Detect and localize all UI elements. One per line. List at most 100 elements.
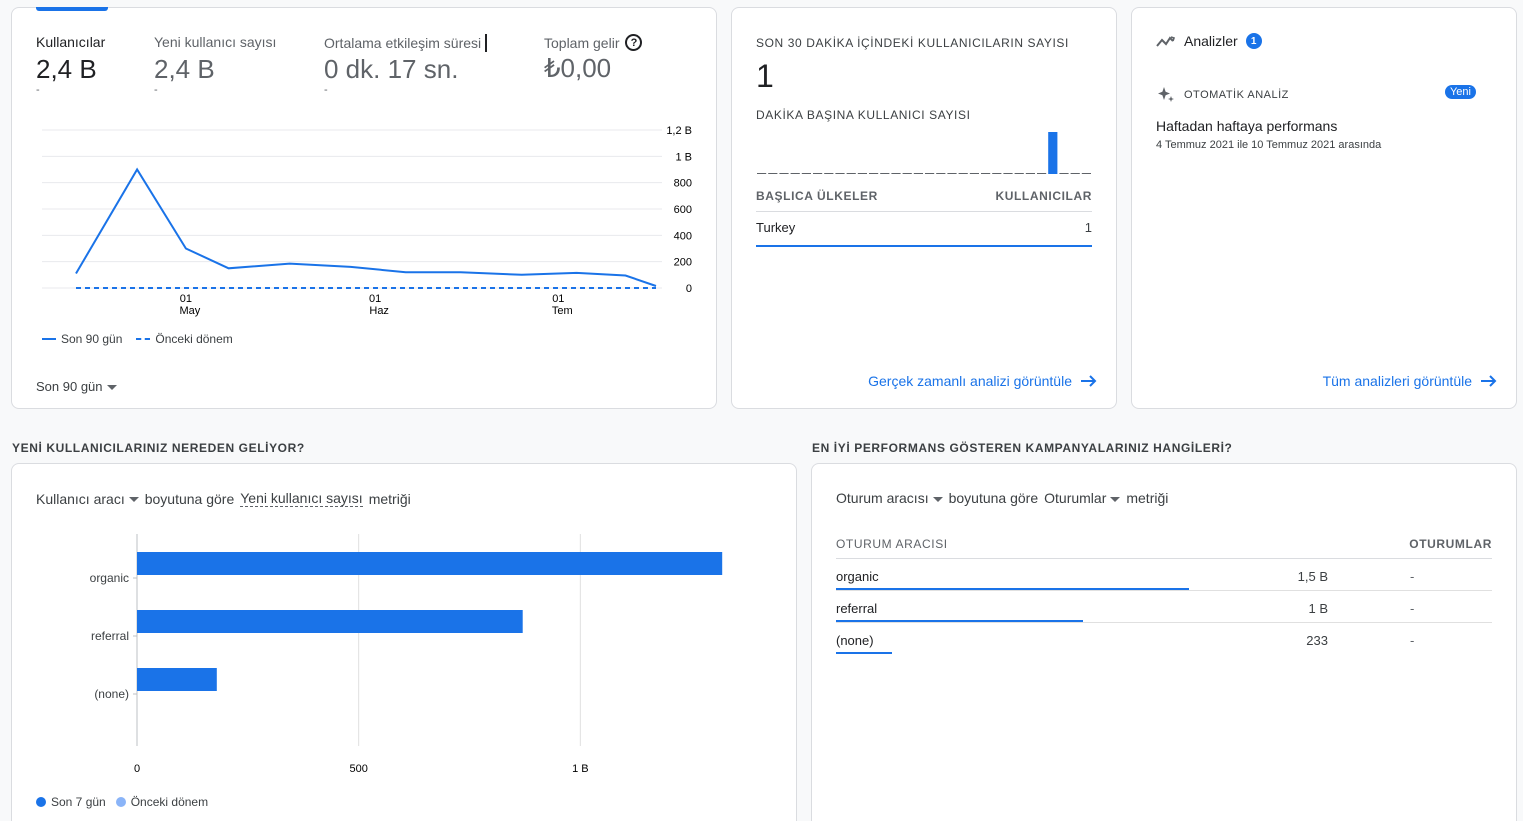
x-tick-label: 1 B	[572, 763, 589, 775]
realtime-card: SON 30 DAKİKA İÇİNDEKİ KULLANICILARIN SA…	[731, 7, 1117, 409]
metric-users[interactable]: Kullanıcılar 2,4 B -	[36, 34, 146, 96]
table-row[interactable]: organic 1,5 B -	[836, 559, 1492, 591]
minute-bar[interactable]	[992, 173, 1002, 174]
x-tick-month: Tem	[552, 305, 573, 317]
all-insights-link[interactable]: Tüm analizleri görüntüle	[1323, 373, 1498, 389]
legend-current: Son 7 gün	[36, 795, 106, 809]
minute-bar[interactable]	[925, 173, 935, 174]
insights-header: Analizler 1	[1156, 33, 1262, 49]
minute-bar[interactable]	[1070, 173, 1080, 174]
countries-header-divider	[756, 211, 1092, 212]
minute-bar[interactable]	[801, 173, 811, 174]
date-range-dropdown[interactable]: Son 90 gün	[36, 379, 117, 394]
minute-bar[interactable]	[779, 173, 789, 174]
minute-bar[interactable]	[891, 173, 901, 174]
chart-legend: Son 90 gün Önceki dönem	[42, 332, 233, 346]
metric-dropdown[interactable]: Oturumlar	[1044, 490, 1121, 506]
legend-dot-icon	[36, 797, 46, 807]
minute-bar[interactable]	[902, 173, 912, 174]
row-divider	[836, 622, 1492, 623]
table-row[interactable]: (none) 233 -	[836, 623, 1492, 655]
dimension-dropdown[interactable]: Kullanıcı aracı	[36, 491, 139, 507]
row-share-bar	[836, 620, 1083, 622]
campaigns-table: organic 1,5 B - referral 1 B - (none) 233 -	[836, 559, 1492, 659]
realtime-link[interactable]: Gerçek zamanlı analizi görüntüle	[868, 373, 1098, 389]
row-source: (none)	[836, 633, 874, 648]
new-users-card: Kullanıcı aracı boyutuna göre Yeni kulla…	[11, 463, 797, 821]
minute-bar[interactable]	[880, 173, 890, 174]
bar[interactable]	[137, 668, 217, 691]
minute-bar[interactable]	[1014, 173, 1024, 174]
realtime-value: 1	[756, 58, 774, 94]
insights-title: Analizler	[1184, 33, 1238, 49]
minute-bar[interactable]	[913, 173, 923, 174]
minute-bar[interactable]	[846, 173, 856, 174]
chevron-down-icon	[1110, 496, 1121, 502]
minute-bar[interactable]	[869, 173, 879, 174]
col-sessions: OTURUMLAR	[1409, 537, 1492, 551]
metric-value: 2,4 B	[154, 54, 215, 84]
y-tick-label: 800	[674, 178, 692, 190]
bar[interactable]	[137, 552, 723, 575]
metric-value: ₺0,00	[544, 53, 612, 83]
legend-previous: Önceki dönem	[115, 795, 208, 809]
minute-bar[interactable]	[936, 173, 946, 174]
insights-count-badge: 1	[1245, 33, 1262, 49]
minute-bar[interactable]	[1003, 173, 1013, 174]
campaigns-section-title: EN İYİ PERFORMANS GÖSTEREN KAMPANYALARIN…	[812, 441, 1233, 455]
minute-bar[interactable]	[768, 173, 778, 174]
minute-bar[interactable]	[857, 173, 867, 174]
metric-label: Toplam gelir	[544, 34, 620, 51]
minute-bar[interactable]	[1025, 173, 1035, 174]
metric-engagement[interactable]: Ortalama etkileşim süresi 0 dk. 17 sn. -	[324, 34, 524, 96]
metric-new-users[interactable]: Yeni kullanıcı sayısı 2,4 B -	[154, 34, 314, 96]
minute-bar[interactable]	[757, 173, 767, 174]
x-tick-day: 01	[369, 293, 381, 305]
minute-bar[interactable]	[824, 173, 834, 174]
metric-sub: -	[324, 84, 328, 96]
metric-label: Kullanıcılar	[36, 34, 106, 50]
new-users-selector: Kullanıcı aracı boyutuna göre Yeni kulla…	[36, 490, 411, 507]
dimension-label: Kullanıcı aracı	[36, 490, 125, 507]
x-tick-month: Haz	[369, 305, 389, 317]
metric-revenue[interactable]: Toplam gelir ? ₺0,00	[544, 34, 684, 84]
new-users-section-title: YENİ KULLANICILARINIZ NEREDEN GELİYOR?	[12, 441, 305, 455]
minute-bar[interactable]	[1048, 132, 1058, 174]
minute-bar[interactable]	[969, 173, 979, 174]
minute-bar[interactable]	[1081, 173, 1091, 174]
metric-suffix: metriği	[1126, 490, 1169, 506]
minute-bar[interactable]	[835, 173, 845, 174]
bar-chart-legend: Son 7 gün Önceki dönem	[36, 795, 208, 809]
minute-bar[interactable]	[1037, 173, 1047, 174]
minute-bar[interactable]	[813, 173, 823, 174]
country-row[interactable]: Turkey 1	[756, 218, 1092, 247]
minute-bar[interactable]	[958, 173, 968, 174]
x-tick-day: 01	[180, 293, 192, 305]
per-minute-label: DAKİKA BAŞINA KULLANICI SAYISI	[756, 108, 971, 122]
chevron-down-icon	[106, 385, 117, 391]
minute-bar[interactable]	[981, 173, 991, 174]
minute-bar[interactable]	[947, 173, 957, 174]
table-row[interactable]: referral 1 B -	[836, 591, 1492, 623]
y-tick-label: 400	[674, 230, 692, 242]
campaigns-selector: Oturum aracısı boyutuna göre Oturumlar m…	[836, 490, 1168, 506]
chevron-down-icon	[932, 496, 943, 502]
country-share-bar	[756, 245, 1092, 247]
y-tick-label: 1 B	[675, 151, 692, 163]
realtime-title: SON 30 DAKİKA İÇİNDEKİ KULLANICILARIN SA…	[756, 36, 1069, 50]
insight-item-title[interactable]: Haftadan haftaya performans	[1156, 118, 1338, 134]
metric-dropdown[interactable]: Yeni kullanıcı sayısı	[240, 490, 363, 507]
row-source: referral	[836, 601, 878, 616]
legend-current-label: Son 7 gün	[51, 795, 106, 809]
help-icon[interactable]: ?	[625, 34, 643, 51]
y-tick-label: 1,2 B	[666, 125, 692, 137]
dimension-dropdown[interactable]: Oturum aracısı	[836, 490, 943, 506]
col-session-source: OTURUM ARACISI	[836, 537, 948, 551]
minute-bar[interactable]	[790, 173, 800, 174]
metric-value: 2,4 B	[36, 54, 97, 84]
bar[interactable]	[137, 610, 523, 633]
legend-solid-line-icon	[42, 338, 56, 340]
minute-bar[interactable]	[1059, 173, 1069, 174]
x-tick-month: May	[180, 305, 201, 317]
row-previous: -	[1410, 633, 1415, 648]
